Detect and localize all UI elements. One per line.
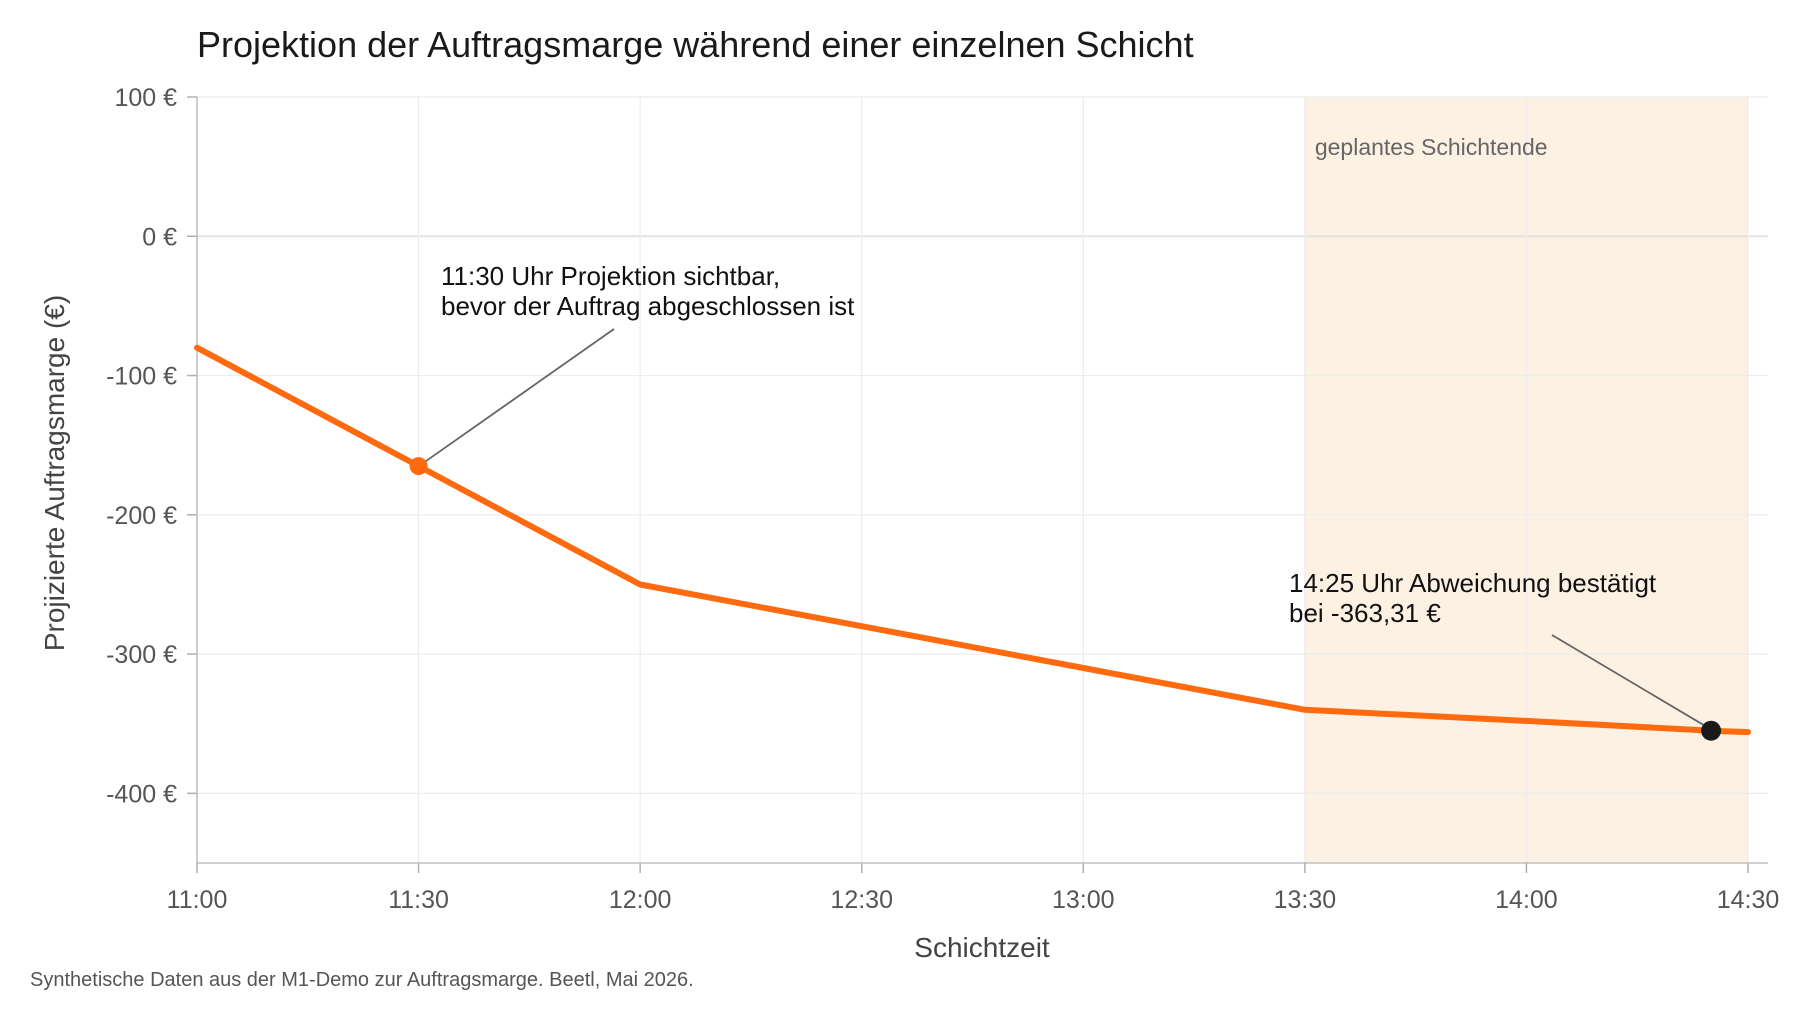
series-line-margin bbox=[194, 344, 1751, 736]
annotation-deviation-line-1: 14:25 Uhr Abweichung bestätigt bbox=[1289, 568, 1657, 598]
y-tick-label: -300 € bbox=[106, 641, 177, 669]
x-tick-label: 14:00 bbox=[1495, 886, 1558, 914]
y-axis-ticks: 100 € 0 € -100 € -200 € -300 € -400 € bbox=[106, 84, 197, 808]
marker-deviation-confirmed bbox=[1701, 720, 1722, 741]
annotation-leader-early bbox=[424, 328, 615, 463]
y-tick-label: 0 € bbox=[142, 223, 177, 251]
x-tick-label: 12:30 bbox=[830, 886, 893, 914]
x-tick-label: 13:00 bbox=[1052, 886, 1115, 914]
shaded-region-label: geplantes Schichtende bbox=[1315, 134, 1548, 160]
annotation-leaders bbox=[424, 328, 1704, 726]
x-axis-label: Schichtzeit bbox=[914, 932, 1050, 963]
annotation-leader-deviation bbox=[1551, 634, 1704, 726]
marker-early-projection bbox=[409, 457, 428, 476]
x-tick-label: 11:30 bbox=[388, 886, 449, 914]
y-tick-label: 100 € bbox=[114, 84, 177, 112]
annotation-deviation-line-2: bei -363,31 € bbox=[1289, 598, 1441, 628]
x-tick-label: 12:00 bbox=[609, 886, 672, 914]
x-tick-label: 14:30 bbox=[1717, 886, 1780, 914]
chart-title: Projektion der Auftragsmarge während ein… bbox=[197, 24, 1194, 65]
annotation-early-line-2: bevor der Auftrag abgeschlossen ist bbox=[441, 291, 855, 321]
x-tick-label: 13:30 bbox=[1274, 886, 1337, 914]
annotation-deviation-confirmed: 14:25 Uhr Abweichung bestätigt bei -363,… bbox=[1289, 568, 1663, 628]
y-tick-label: -100 € bbox=[106, 363, 177, 391]
y-tick-label: -400 € bbox=[106, 780, 177, 808]
highlight-markers bbox=[409, 457, 1722, 741]
x-tick-label: 11:00 bbox=[167, 886, 228, 914]
y-tick-label: -200 € bbox=[106, 502, 177, 530]
x-axis-ticks: 11:00 11:30 12:00 12:30 13:00 13:30 14:00 14:30 bbox=[167, 863, 1780, 914]
annotation-early-line-1: 11:30 Uhr Projektion sichtbar, bbox=[441, 261, 780, 291]
grid-lines bbox=[196, 96, 1768, 863]
y-axis-label: Projizierte Auftragsmarge (€) bbox=[39, 295, 70, 651]
source-caption: Synthetische Daten aus der M1-Demo zur A… bbox=[30, 969, 694, 991]
annotation-early-projection: 11:30 Uhr Projektion sichtbar, bevor der… bbox=[441, 261, 855, 321]
